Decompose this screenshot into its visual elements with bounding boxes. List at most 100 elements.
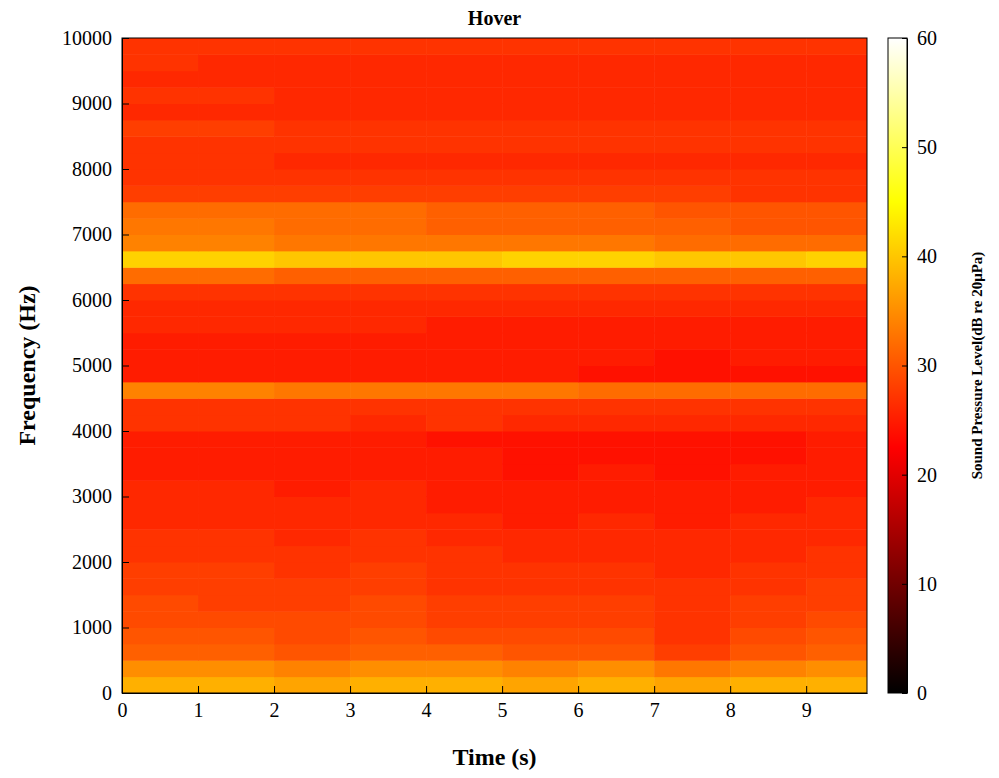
tick: 60: [902, 27, 937, 49]
cell: [350, 251, 427, 268]
cell: [198, 267, 275, 284]
cell: [502, 349, 579, 366]
cell: [578, 267, 655, 284]
cell: [198, 54, 275, 71]
cell: [274, 153, 351, 170]
cell: [122, 284, 199, 301]
cell: [730, 235, 807, 252]
cell: [122, 153, 199, 170]
cell: [198, 546, 275, 563]
cell: [198, 415, 275, 432]
cell: [730, 136, 807, 153]
cell: [730, 349, 807, 366]
cell: [578, 513, 655, 530]
tick-mark: [122, 628, 129, 629]
cell: [426, 628, 503, 645]
cell: [350, 202, 427, 219]
cell: [350, 235, 427, 252]
cell: [654, 415, 731, 432]
cell: [122, 349, 199, 366]
cell: [198, 136, 275, 153]
cell: [730, 366, 807, 383]
cell: [198, 660, 275, 677]
tick-mark: [122, 562, 129, 563]
tick-label: 4000: [72, 420, 112, 442]
cell: [654, 284, 731, 301]
cell: [578, 611, 655, 628]
cell: [274, 202, 351, 219]
cell: [730, 218, 807, 235]
cell: [274, 464, 351, 481]
tick: 5: [498, 686, 508, 721]
cell: [806, 644, 867, 661]
cell: [502, 267, 579, 284]
cell: [274, 447, 351, 464]
cell: [198, 513, 275, 530]
title: Hover: [468, 7, 521, 29]
cell: [654, 218, 731, 235]
cell: [350, 513, 427, 530]
cell: [730, 38, 807, 55]
cell: [806, 398, 867, 415]
cell: [426, 185, 503, 202]
cell: [806, 316, 867, 333]
cell: [654, 431, 731, 448]
cell: [350, 71, 427, 88]
cell: [350, 366, 427, 383]
cell: [806, 235, 867, 252]
cell: [350, 480, 427, 497]
cell: [578, 153, 655, 170]
cell: [502, 595, 579, 612]
tick-label: 1000: [72, 616, 112, 638]
cell: [198, 300, 275, 317]
cell: [274, 104, 351, 121]
cell: [426, 677, 503, 693]
cell: [198, 464, 275, 481]
cell: [426, 316, 503, 333]
tick-label: 7000: [72, 223, 112, 245]
cell: [806, 136, 867, 153]
cell: [426, 480, 503, 497]
cell: [274, 316, 351, 333]
cell: [198, 447, 275, 464]
cell: [198, 677, 275, 693]
cell: [730, 169, 807, 186]
cell: [502, 71, 579, 88]
cell: [426, 529, 503, 546]
tick-label: 60: [917, 27, 937, 49]
cell: [122, 497, 199, 514]
cell: [654, 595, 731, 612]
cell: [806, 677, 867, 693]
cell: [654, 677, 731, 693]
cell: [426, 218, 503, 235]
cell: [578, 382, 655, 399]
cell: [730, 398, 807, 415]
cell: [654, 333, 731, 350]
cell: [806, 38, 867, 55]
cell: [730, 497, 807, 514]
cell: [502, 578, 579, 595]
colorbar-title: Sound Pressure Level(dB re 20μPa): [969, 252, 986, 480]
tick: 50: [902, 136, 937, 158]
tick-mark: [122, 497, 129, 498]
cell: [122, 644, 199, 661]
cell: [730, 333, 807, 350]
cell: [502, 431, 579, 448]
tick-mark: [902, 584, 907, 585]
cell: [806, 578, 867, 595]
cell: [350, 153, 427, 170]
cell: [730, 251, 807, 268]
cell: [578, 464, 655, 481]
cell: [274, 644, 351, 661]
cell: [198, 398, 275, 415]
cell: [502, 87, 579, 104]
cell: [730, 447, 807, 464]
cell: [654, 366, 731, 383]
cell: [198, 628, 275, 645]
cell: [654, 611, 731, 628]
cell: [578, 235, 655, 252]
tick-mark: [122, 235, 129, 236]
cell: [426, 513, 503, 530]
cell: [806, 71, 867, 88]
cell: [350, 267, 427, 284]
